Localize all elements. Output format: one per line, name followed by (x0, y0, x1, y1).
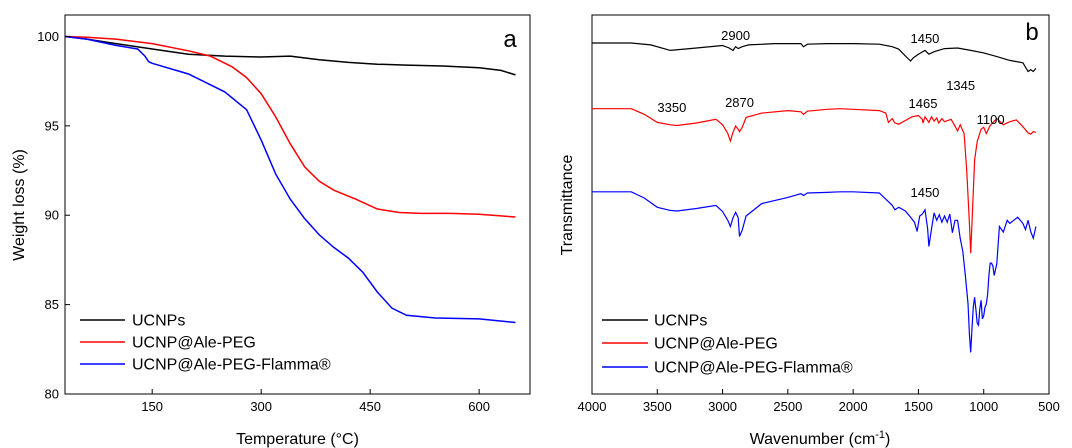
x-tick-label: 1500 (904, 399, 933, 414)
x-tick-label: 600 (468, 399, 490, 414)
panel-b-x-ticks: 4000 3500 3000 2500 2000 1500 1000 500 (578, 389, 1060, 414)
panel-a-chart: 150 300 450 600 80 85 90 95 100 Temperature (°C… (11, 14, 531, 448)
panel-b-y-axis-title: Transmittance (559, 155, 576, 256)
legend-label-ucnp-ale-peg-flamma: UCNP@Ale-PEG-Flamma® (654, 360, 853, 377)
legend-label-ucnps: UCNPs (654, 313, 707, 330)
panel-b-plot-frame (591, 14, 1050, 395)
series-line-ucnps (592, 42, 1037, 73)
peak-label-1450: 1450 (910, 185, 939, 200)
peak-label-1465: 1465 (909, 96, 938, 111)
x-tick-label: 300 (250, 399, 272, 414)
y-tick-label: 90 (45, 208, 59, 223)
x-tick-label: 2500 (773, 399, 802, 414)
series-line-ucnp-ale-peg-flamma (592, 191, 1037, 353)
series-line-ucnp-ale-peg (64, 35, 516, 218)
x-tick-label: 2000 (839, 399, 868, 414)
legend-label-ucnps: UCNPs (132, 313, 185, 330)
panel-a-y-axis-title: Weight loss (%) (11, 149, 28, 261)
peak-label-2900: 2900 (721, 28, 750, 43)
y-tick-label: 80 (45, 387, 59, 402)
x-tick-label: 1000 (969, 399, 998, 414)
series-line-ucnps (64, 35, 516, 76)
peak-label-1100: 1100 (977, 112, 1005, 127)
panel-a-y-ticks: 80 85 90 95 100 (37, 29, 70, 402)
panel-a-letter: a (503, 26, 517, 53)
legend-label-ucnp-ale-peg: UCNP@Ale-PEG (654, 336, 778, 353)
peak-label-2870: 2870 (725, 95, 754, 110)
panel-a-x-axis-title: Temperature (°C) (236, 431, 359, 448)
peak-label-3350: 3350 (657, 100, 686, 115)
panel-b-series-group (592, 42, 1037, 353)
x-tick-label: 450 (359, 399, 381, 414)
x-tick-label: 3000 (708, 399, 737, 414)
y-tick-label: 100 (37, 29, 59, 44)
peak-label-1345: 1345 (946, 78, 975, 93)
panel-b-chart: 4000 3500 3000 2500 2000 1500 1000 500 2900 1450… (559, 14, 1060, 448)
panel-a-legend: UCNPs UCNP@Ale-PEG UCNP@Ale-PEG-Flamma® (80, 313, 331, 374)
peak-label-1450: 1450 (910, 31, 939, 46)
series-line-ucnp-ale-peg-flamma (64, 35, 516, 324)
panel-b-letter: b (1025, 19, 1038, 46)
panel-b-legend: UCNPs UCNP@Ale-PEG UCNP@Ale-PEG-Flamma® (602, 313, 853, 377)
series-line-ucnp-ale-peg (592, 108, 1037, 254)
panel-b-peak-annotations: 2900 1450 3350 2870 1465 1345 1100 1450 (657, 28, 1004, 200)
y-tick-label: 95 (45, 118, 59, 133)
y-tick-label: 85 (45, 297, 59, 312)
panel-a-series-group (64, 35, 516, 324)
x-tick-label: 4000 (578, 399, 607, 414)
x-tick-label: 500 (1038, 399, 1060, 414)
legend-label-ucnp-ale-peg-flamma: UCNP@Ale-PEG-Flamma® (132, 357, 331, 374)
panel-a-x-ticks: 150 300 450 600 (141, 389, 490, 414)
x-tick-label: 150 (141, 399, 163, 414)
legend-label-ucnp-ale-peg: UCNP@Ale-PEG (132, 335, 256, 352)
x-tick-label: 3500 (643, 399, 672, 414)
panel-b-x-axis-title: Wavenumber (cm-1) (750, 429, 891, 448)
panel-a-plot-frame (64, 14, 531, 395)
